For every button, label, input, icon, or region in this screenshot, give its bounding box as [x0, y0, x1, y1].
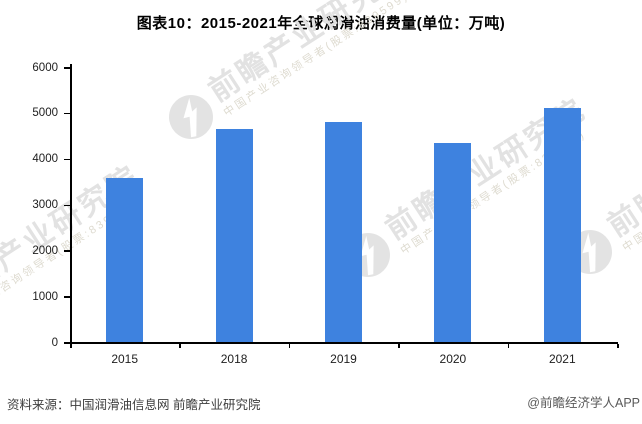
y-tick: [64, 296, 70, 298]
bar-2020: [434, 142, 472, 342]
y-tick: [64, 204, 70, 206]
x-tick: [179, 343, 181, 348]
x-tick-label: 2019: [330, 352, 357, 366]
source-text: 资料来源：中国润滑油信息网 前瞻产业研究院: [7, 398, 261, 412]
y-tick-label: 6000: [32, 61, 58, 74]
credit-text: @前瞻经济学人APP: [527, 396, 640, 410]
chart-title: 图表10：2015-2021年全球润滑油消费量(单位：万吨): [136, 15, 506, 32]
watermark-main-text: 前瞻产业研究院: [602, 90, 642, 244]
x-tick: [617, 343, 619, 348]
y-tick: [64, 67, 70, 69]
x-tick: [288, 343, 291, 348]
y-tick-label: 2000: [32, 244, 58, 257]
x-tick: [507, 343, 510, 348]
y-tick: [64, 342, 70, 344]
bar-2015: [106, 177, 144, 342]
bar-2018: [215, 128, 253, 342]
x-tick: [398, 343, 400, 348]
x-tick-label: 2021: [548, 352, 576, 366]
y-tick-label: 4000: [32, 153, 58, 166]
x-tick-label: 2018: [220, 352, 248, 366]
x-axis: [69, 342, 618, 344]
bar-2019: [325, 122, 362, 342]
y-tick-label: 0: [51, 336, 58, 349]
qianzhan-logo-icon: [169, 95, 213, 139]
y-axis: [70, 64, 72, 344]
y-tick: [64, 158, 70, 161]
bar-2021: [543, 108, 581, 342]
x-tick-label: 2015: [111, 352, 139, 366]
x-tick: [70, 343, 72, 348]
x-tick-label: 2020: [439, 352, 467, 366]
y-tick: [64, 112, 70, 115]
watermark-sub-text: 中国产业咨询领导者(股票:839599): [620, 125, 642, 255]
y-tick-label: 3000: [32, 199, 58, 211]
y-tick: [64, 250, 70, 252]
y-tick-label: 1000: [32, 290, 58, 303]
y-tick-label: 5000: [32, 107, 58, 120]
